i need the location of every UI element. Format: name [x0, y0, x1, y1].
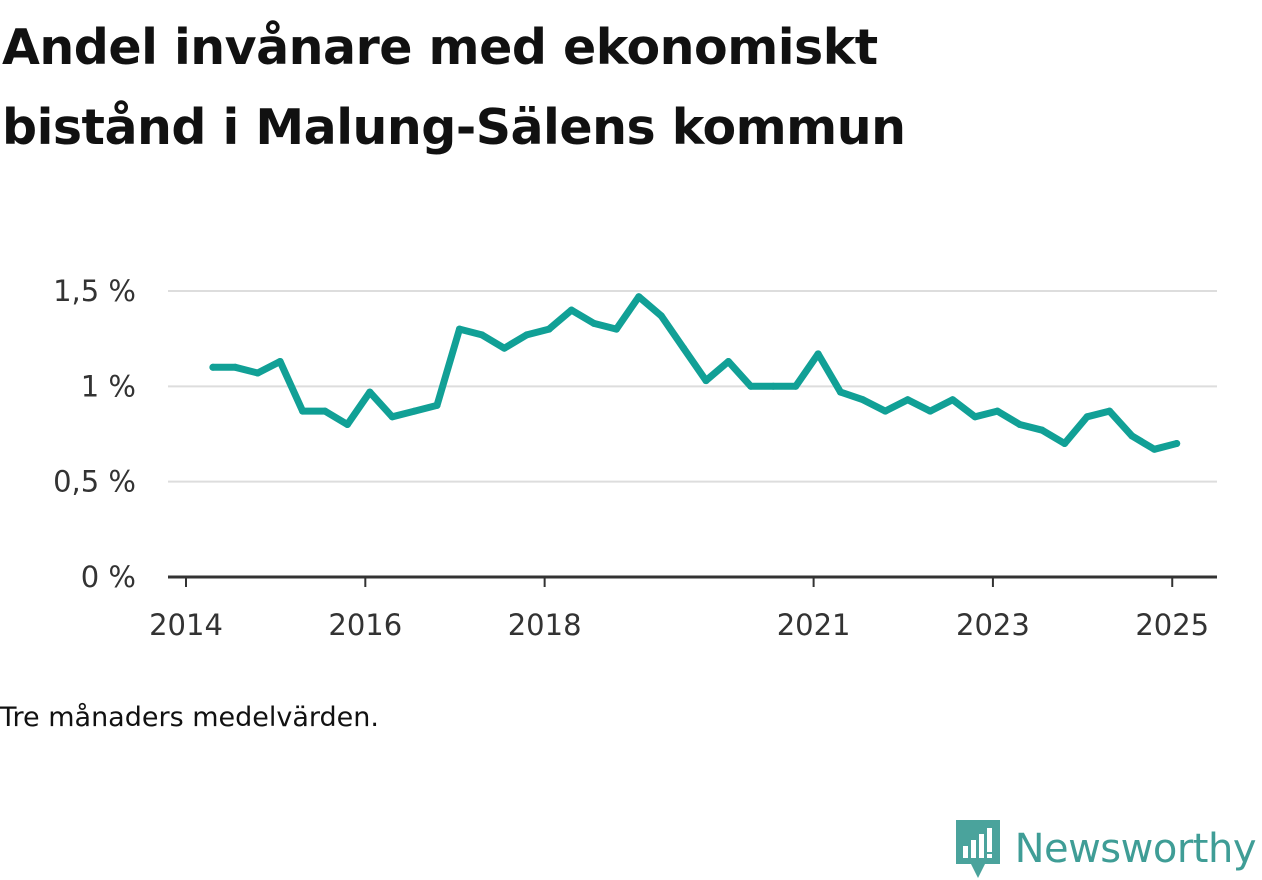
series-line — [209, 293, 1181, 453]
data-point — [500, 344, 508, 352]
data-point — [388, 413, 396, 421]
data-point — [926, 407, 934, 415]
data-point — [590, 319, 598, 327]
data-point — [993, 407, 1001, 415]
x-tick-label: 2025 — [1135, 608, 1209, 642]
data-point — [1173, 440, 1181, 447]
data-point — [456, 325, 463, 333]
x-tick-label: 2023 — [956, 608, 1030, 642]
data-point — [1016, 421, 1024, 428]
gridlines: 0 % 0,5 % 1 % 1,5 % — [53, 274, 1217, 594]
data-point — [702, 377, 710, 385]
data-point — [769, 382, 777, 390]
data-point — [299, 407, 307, 415]
data-point — [747, 382, 755, 390]
data-point — [612, 325, 620, 333]
series-layer — [209, 293, 1181, 453]
y-tick-label: 1 % — [81, 369, 136, 403]
data-point — [276, 358, 284, 365]
data-point — [680, 344, 688, 352]
y-tick-label: 1,5 % — [53, 274, 136, 308]
chart-title-line-2: bistånd i Malung-Sälens kommun — [2, 99, 906, 156]
data-point — [1128, 432, 1136, 440]
data-point — [366, 388, 374, 396]
data-point — [343, 421, 351, 428]
y-tick-label: 0,5 % — [53, 465, 136, 499]
x-tick-label: 2018 — [508, 608, 582, 642]
data-point — [1150, 445, 1158, 453]
data-point — [231, 363, 239, 371]
brand-name: Newsworthy — [1014, 826, 1257, 872]
data-point — [949, 396, 957, 404]
chart-title: Andel invånare med ekonomiskt bistånd i … — [2, 8, 1242, 168]
data-point — [478, 331, 486, 339]
chart-title-line-1: Andel invånare med ekonomiskt — [2, 19, 878, 76]
data-point — [523, 331, 531, 339]
data-point — [433, 401, 441, 409]
data-point — [657, 312, 665, 320]
data-point — [1038, 426, 1046, 434]
data-point — [1083, 413, 1091, 421]
y-tick-label: 0 % — [81, 560, 136, 594]
data-point — [1061, 440, 1069, 447]
data-point — [635, 293, 643, 301]
data-point — [568, 306, 575, 314]
data-point — [321, 407, 329, 415]
newsworthy-logo-icon — [955, 820, 1000, 878]
data-point — [792, 382, 800, 390]
data-point — [837, 388, 844, 396]
x-tick-label: 2016 — [328, 608, 402, 642]
data-point — [859, 396, 867, 404]
brand-logo: Newsworthy — [953, 818, 1257, 880]
data-point — [724, 358, 732, 365]
x-tick-label: 2021 — [777, 608, 851, 642]
data-point — [545, 325, 553, 333]
data-point — [209, 363, 217, 371]
x-axis: 2014 2016 2018 2021 2023 2025 — [149, 575, 1217, 642]
x-tick-label: 2014 — [149, 608, 223, 642]
data-point — [254, 369, 262, 377]
data-point — [814, 350, 822, 358]
data-point — [881, 407, 889, 415]
data-point — [411, 407, 419, 415]
data-point — [971, 413, 979, 421]
data-point — [904, 396, 912, 404]
footnote: Tre månaders medelvärden. — [0, 702, 379, 733]
data-point — [1106, 407, 1113, 415]
